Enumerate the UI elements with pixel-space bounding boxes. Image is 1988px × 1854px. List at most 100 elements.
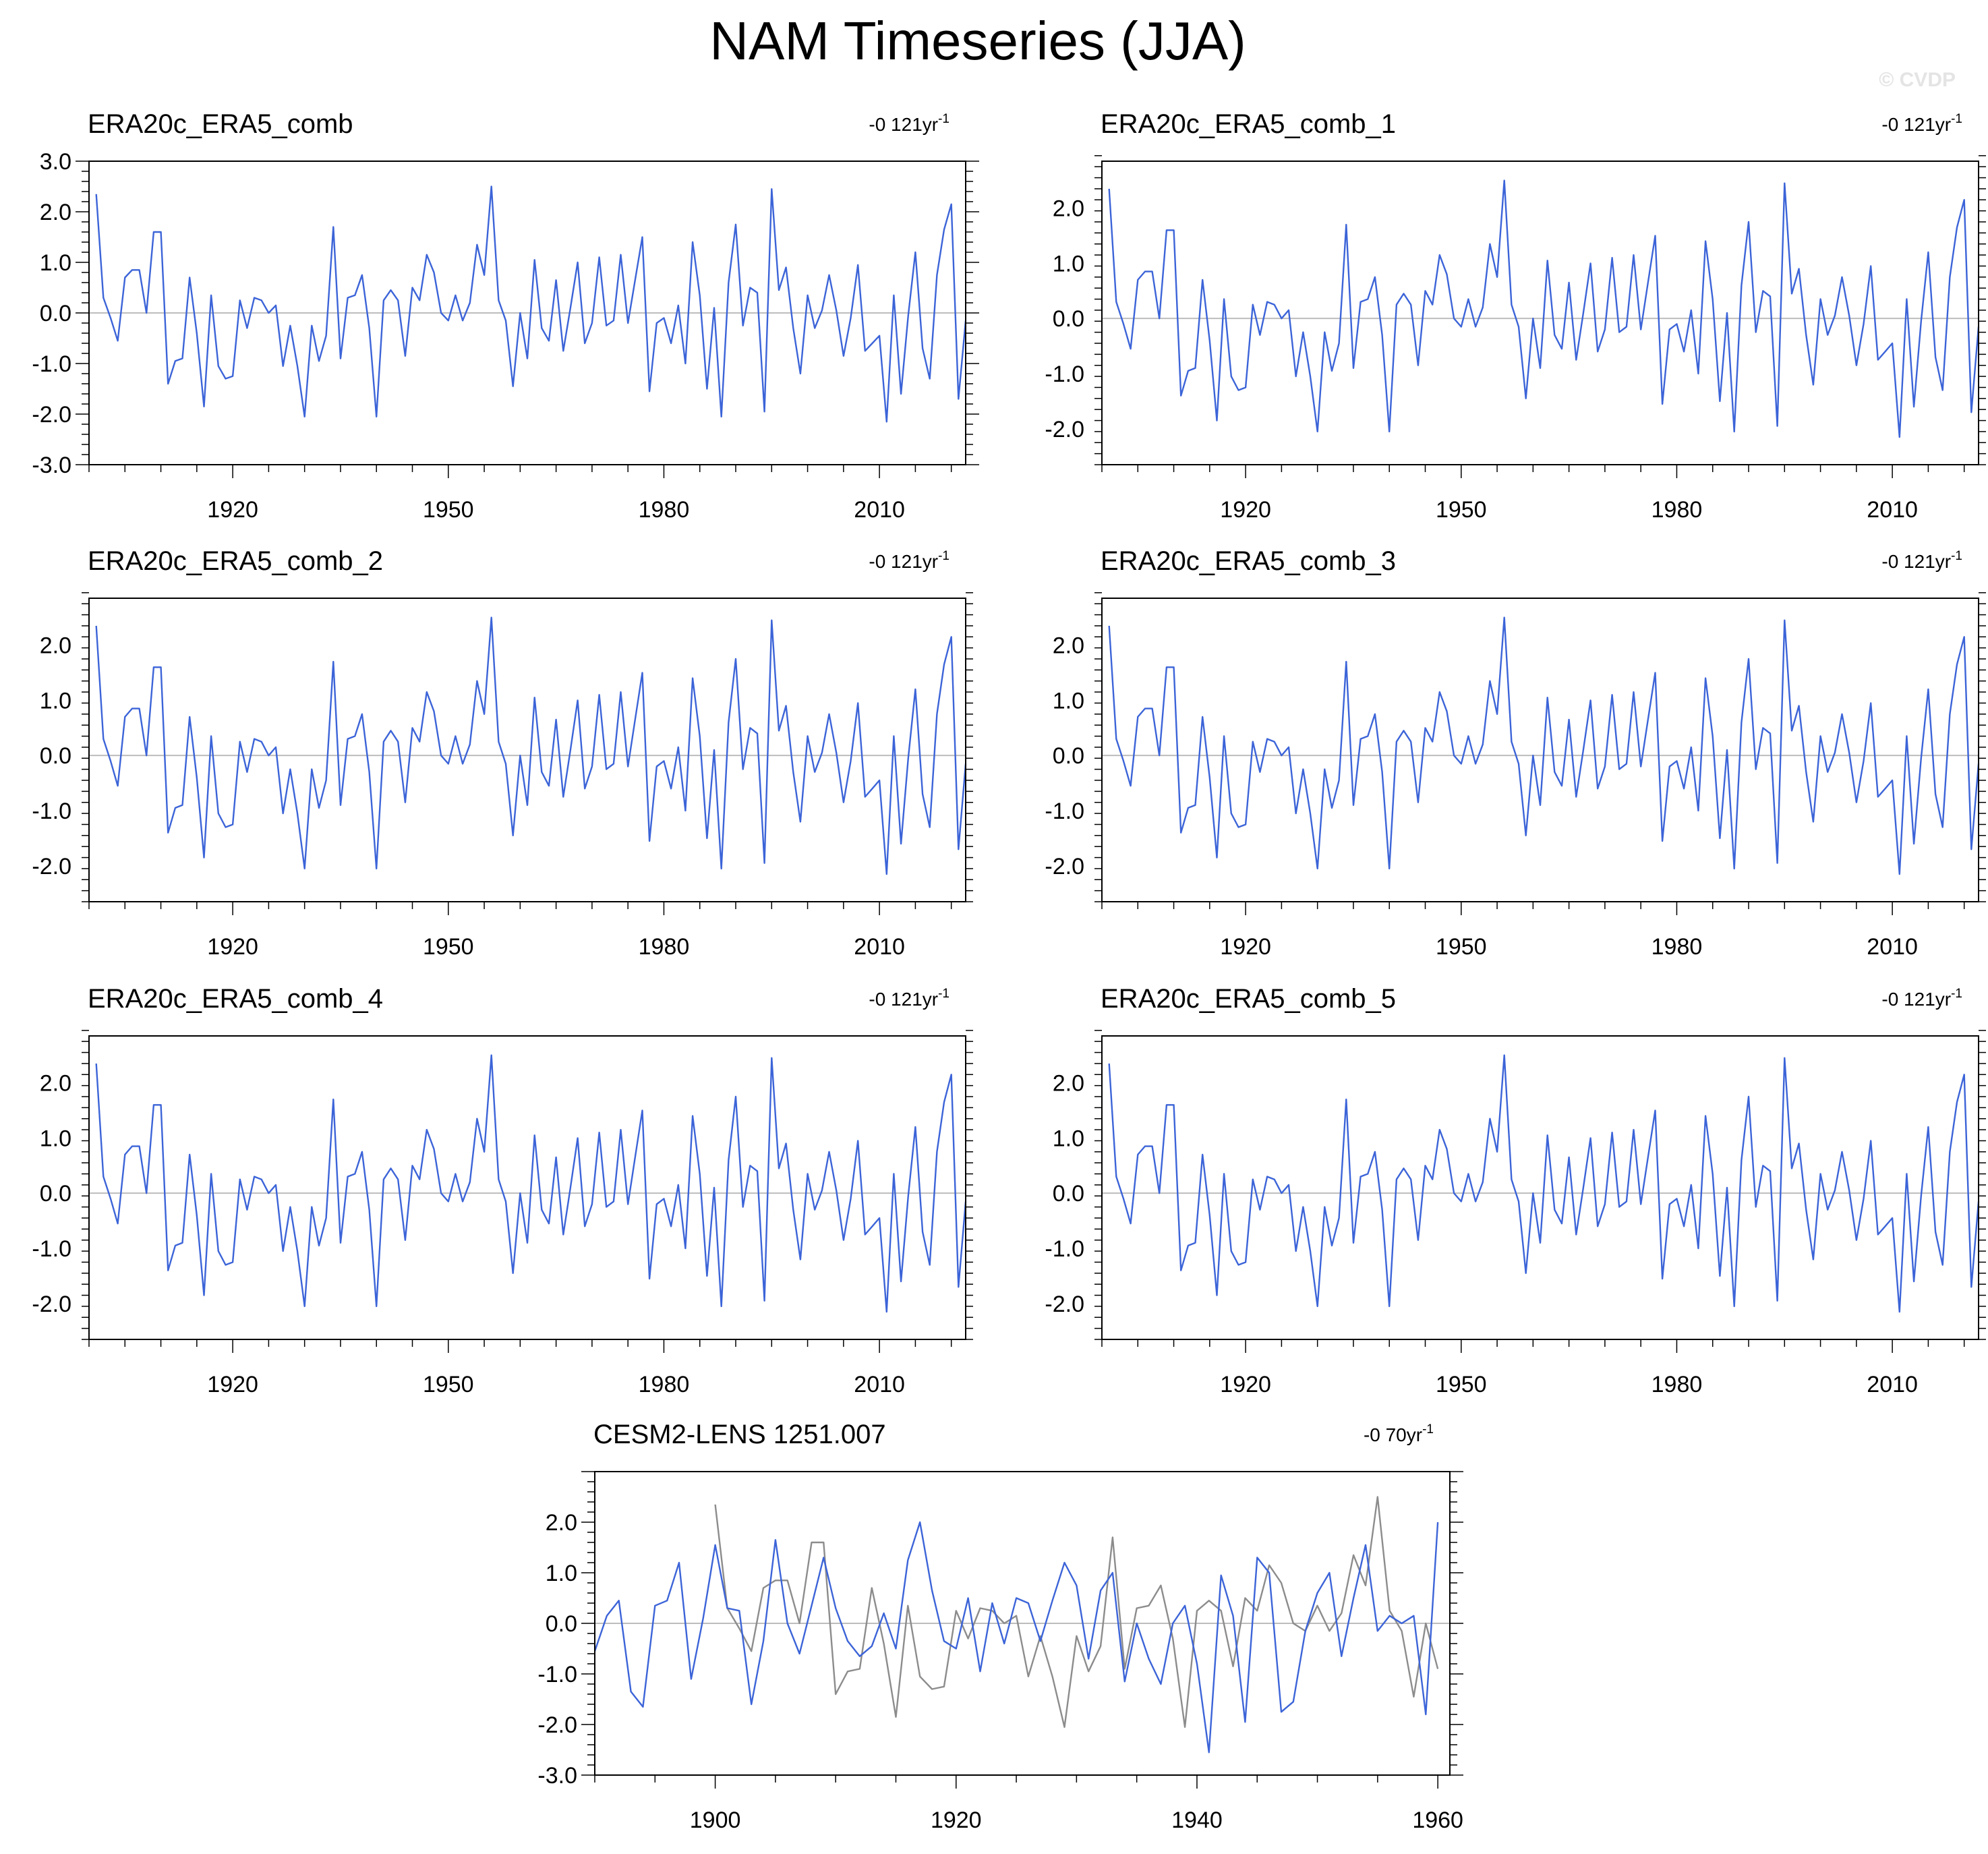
- series-line: [593, 1521, 1439, 1754]
- x-tick-label: 1940: [1171, 1807, 1223, 1833]
- trend-label: -0 121yr-1: [869, 112, 949, 135]
- series-line: [95, 616, 967, 875]
- x-tick-label: 1980: [639, 1372, 690, 1397]
- x-tick-label: 1920: [207, 1372, 258, 1397]
- cvdp-credit: © CVDP: [1879, 69, 1956, 91]
- x-tick-label: 1980: [1651, 497, 1703, 523]
- y-tick-label: -2.0: [32, 854, 71, 879]
- y-tick-label: -2.0: [32, 402, 71, 428]
- x-tick-label: 2010: [854, 934, 905, 960]
- y-tick-label: 0.0: [1053, 743, 1084, 769]
- y-tick-label: -3.0: [537, 1763, 577, 1789]
- x-tick-label: 1950: [1436, 1372, 1487, 1397]
- x-tick-label: 1950: [423, 934, 474, 960]
- panel-title: ERA20c_ERA5_comb_3: [1101, 546, 1396, 576]
- y-tick-label: 2.0: [1053, 196, 1084, 222]
- panel-title: ERA20c_ERA5_comb: [88, 109, 353, 139]
- x-tick-label: 2010: [1867, 934, 1918, 960]
- x-tick-label: 2010: [1867, 497, 1918, 523]
- y-tick-label: 2.0: [546, 1510, 577, 1536]
- y-tick-label: 1.0: [40, 1126, 71, 1151]
- trend-exponent: -1: [938, 987, 949, 1001]
- x-tick-label: 1960: [1412, 1807, 1463, 1833]
- x-tick-label: 1950: [423, 497, 474, 523]
- plot-frame: [594, 1471, 1451, 1776]
- plot-frame: [88, 1035, 966, 1340]
- plot-frame: [1101, 161, 1979, 465]
- trend-label: -0 121yr-1: [1881, 549, 1962, 572]
- y-tick-label: -2.0: [1045, 417, 1084, 442]
- x-tick-label: 1920: [1220, 934, 1271, 960]
- y-tick-label: 1.0: [40, 250, 71, 276]
- trend-value: -0 121yr: [1881, 989, 1951, 1010]
- x-tick-label: 1980: [639, 497, 690, 523]
- panel-title: CESM2-LENS 1251.007: [593, 1420, 886, 1449]
- trend-value: -0 121yr: [869, 114, 938, 135]
- y-tick-label: 1.0: [1053, 1126, 1084, 1151]
- y-tick-label: 3.0: [40, 149, 71, 175]
- y-tick-label: 0.0: [40, 1181, 71, 1207]
- trend-value: -0 121yr: [1881, 114, 1951, 135]
- y-tick-label: 2.0: [1053, 1071, 1084, 1097]
- y-tick-label: 1.0: [1053, 688, 1084, 714]
- y-tick-label: 0.0: [40, 301, 71, 326]
- series-line: [1108, 179, 1980, 438]
- y-tick-label: -2.0: [537, 1712, 577, 1738]
- y-tick-label: 0.0: [1053, 1181, 1084, 1207]
- y-tick-label: -1.0: [537, 1662, 577, 1687]
- panel-7: CESM2-LENS 1251.007 -0 70yr-1 2.0 1.0 0.0 -1.…: [537, 1420, 1463, 1833]
- x-tick-label: 1920: [1220, 1372, 1271, 1397]
- series-line: [1108, 1054, 1980, 1313]
- x-tick-label: 1920: [931, 1807, 982, 1833]
- y-tick-label: 1.0: [40, 688, 71, 714]
- x-tick-label: 1950: [1436, 497, 1487, 523]
- trend-exponent: -1: [1951, 112, 1962, 126]
- trend-exponent: -1: [1951, 987, 1962, 1001]
- y-tick-label: 1.0: [1053, 251, 1084, 277]
- x-tick-label: 1980: [1651, 934, 1703, 960]
- x-tick-label: 1920: [207, 497, 258, 523]
- panel-title: ERA20c_ERA5_comb_5: [1101, 984, 1396, 1014]
- trend-label: -0 121yr-1: [1881, 987, 1962, 1010]
- x-tick-label: 1980: [639, 934, 690, 960]
- trend-label: -0 121yr-1: [869, 987, 949, 1010]
- overlay-series-line: [714, 1496, 1439, 1729]
- panel-1: ERA20c_ERA5_comb -0 121yr-1 3.0 2.0 1.0 0.0 -1…: [32, 109, 979, 523]
- y-tick-label: -1.0: [32, 351, 71, 377]
- panel-5: ERA20c_ERA5_comb_4 -0 121yr-1 2.0 1.0 0.0 -1.…: [32, 984, 973, 1397]
- y-tick-label: -2.0: [32, 1292, 71, 1317]
- y-tick-label: -2.0: [1045, 1292, 1084, 1317]
- x-tick-label: 1920: [1220, 497, 1271, 523]
- trend-label: -0 121yr-1: [1881, 112, 1962, 135]
- trend-exponent: -1: [938, 112, 949, 126]
- panel-title: ERA20c_ERA5_comb_4: [88, 984, 383, 1014]
- trend-exponent: -1: [1951, 549, 1962, 563]
- x-tick-label: 1980: [1651, 1372, 1703, 1397]
- panel-3: ERA20c_ERA5_comb_2 -0 121yr-1 2.0 1.0 0.0 -1.…: [32, 546, 973, 960]
- panel-4: ERA20c_ERA5_comb_3 -0 121yr-1 2.0 1.0 0.0 -1.…: [1045, 546, 1986, 960]
- x-tick-label: 2010: [854, 497, 905, 523]
- plot-frame: [1101, 598, 1979, 902]
- y-tick-label: 0.0: [546, 1611, 577, 1637]
- panel-2: ERA20c_ERA5_comb_1 -0 121yr-1 2.0 1.0 0.0 -1.…: [1045, 109, 1986, 523]
- y-tick-label: 0.0: [40, 743, 71, 769]
- plot-frame: [88, 161, 966, 465]
- x-tick-label: 1900: [690, 1807, 741, 1833]
- y-tick-label: -1.0: [1045, 799, 1084, 824]
- y-tick-label: -2.0: [1045, 854, 1084, 879]
- x-tick-label: 1950: [1436, 934, 1487, 960]
- y-tick-label: -1.0: [32, 1236, 71, 1262]
- y-tick-label: -1.0: [1045, 361, 1084, 387]
- trend-label: -0 121yr-1: [869, 549, 949, 572]
- y-tick-label: -1.0: [32, 799, 71, 824]
- series-line: [95, 185, 967, 423]
- trend-exponent: -1: [938, 549, 949, 563]
- trend-exponent: -1: [1422, 1422, 1434, 1437]
- plot-frame: [88, 598, 966, 902]
- y-tick-label: 2.0: [40, 200, 71, 225]
- panels: ERA20c_ERA5_comb -0 121yr-13.02.01.00.0-1…: [32, 109, 1986, 1833]
- trend-value: -0 121yr: [1881, 551, 1951, 572]
- panel-title: ERA20c_ERA5_comb_2: [88, 546, 383, 576]
- trend-value: -0 121yr: [869, 989, 938, 1010]
